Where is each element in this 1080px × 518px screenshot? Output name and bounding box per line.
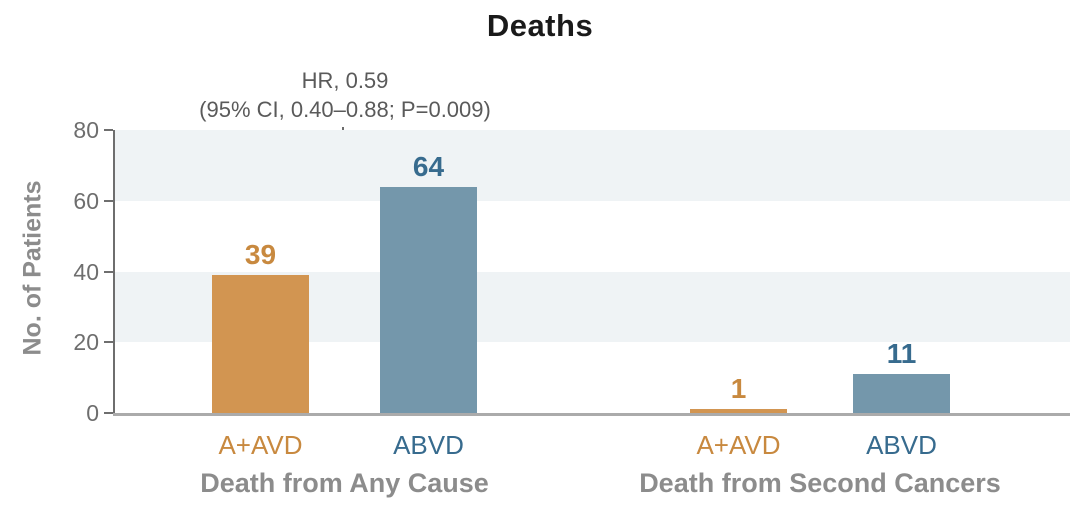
bar-a-avd — [690, 409, 787, 413]
chart-title: Deaths — [486, 8, 594, 43]
y-axis-label: No. of Patients — [18, 180, 47, 356]
series-label: ABVD — [866, 430, 937, 460]
y-tick-label: 40 — [73, 258, 99, 285]
y-tick-label: 20 — [73, 329, 99, 356]
y-axis-line — [113, 130, 115, 413]
hr-annotation-line2: (95% CI, 0.40–0.88; P=0.009) — [199, 97, 491, 122]
series-label: ABVD — [393, 430, 464, 460]
y-tick — [104, 129, 113, 131]
bar-abvd — [853, 374, 950, 413]
series-label: A+AVD — [218, 430, 303, 460]
bar-abvd — [380, 186, 477, 413]
x-axis-baseline — [113, 413, 1070, 416]
bar-a-avd — [212, 275, 309, 413]
shaded-band — [113, 130, 1070, 201]
series-label: A+AVD — [696, 430, 781, 460]
bar-value-label: 1 — [730, 373, 747, 405]
plot-area: 0 20 40 60 80 39 A+AVD 64 ABVD Death from Any Cau… — [73, 117, 1070, 498]
bar-value-label: 11 — [886, 338, 917, 370]
hazard-ratio-annotation: HR, 0.59 (95% CI, 0.40–0.88; P=0.009) — [145, 66, 545, 124]
y-tick — [104, 270, 113, 273]
y-tick — [104, 199, 113, 202]
group-label: Death from Any Cause — [200, 468, 489, 498]
hr-annotation-line1: HR, 0.59 — [301, 68, 389, 93]
y-tick-label: 80 — [73, 117, 99, 143]
bar-value-label: 64 — [412, 150, 445, 182]
y-tick — [104, 412, 113, 414]
group-label: Death from Second Cancers — [639, 468, 1001, 498]
y-tick — [104, 341, 113, 344]
y-tick-label: 0 — [86, 400, 99, 426]
y-tick-label: 60 — [73, 187, 99, 214]
bar-value-label: 39 — [244, 239, 277, 271]
